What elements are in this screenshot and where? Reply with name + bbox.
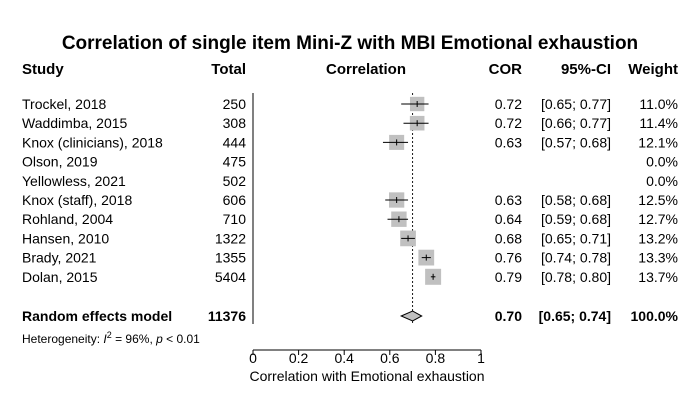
study-name: Waddimba, 2015 [22,115,128,131]
x-axis-tick-label: 1 [477,350,485,366]
summary-label: Random effects model [22,308,172,324]
summary-row-group: Random effects model 11376 0.70 [0.65; 0.74… [22,308,679,324]
heterogeneity-p-value: < 0.01 [163,332,200,346]
study-ci-value: [0.78; 0.80] [541,269,611,285]
study-weight-value: 11.4% [639,115,678,131]
study-weight-value: 0.0% [646,173,678,189]
x-axis-group: 0 0.2 0.4 0.6 0.8 1 [249,349,485,366]
study-row: Olson, 2019 475 0.0% [22,154,678,170]
study-ci-value: [0.65; 0.71] [541,230,611,246]
header-cor: COR [489,61,523,78]
study-weight-value: 13.7% [638,269,678,285]
plot-lines-group [252,93,414,324]
study-ci-value: [0.57; 0.68] [541,134,611,150]
header-study: Study [22,61,64,78]
study-name: Trockel, 2018 [22,96,107,112]
study-name: Hansen, 2010 [22,230,109,246]
heterogeneity-p-symbol: p [155,332,163,346]
x-axis-tick-label: 0.2 [289,350,309,366]
summary-cor-value: 0.70 [495,308,522,324]
study-name: Yellowless, 2021 [22,173,126,189]
study-cor-value: 0.63 [495,192,522,208]
study-total: 475 [223,154,247,170]
heterogeneity-i2-value: = 96%, [112,332,156,346]
x-axis-tick-label: 0.4 [334,350,354,366]
study-weight-value: 0.0% [646,154,678,170]
study-row: Brady, 2021 1355 0.76 [0.74; 0.78] 13.3% [22,250,678,266]
study-name: Dolan, 2015 [22,269,98,285]
study-ci-value: [0.59; 0.68] [541,211,611,227]
study-name: Brady, 2021 [22,250,97,266]
study-cor-value: 0.72 [495,96,522,112]
study-row: Yellowless, 2021 502 0.0% [22,173,678,189]
study-ci-value: [0.66; 0.77] [541,115,611,131]
header-correlation: Correlation [326,61,406,78]
summary-weight-value: 100.0% [631,308,679,324]
heterogeneity-i2-exp: 2 [107,330,112,340]
study-total: 502 [223,173,247,189]
x-axis-tick-label: 0.8 [426,350,446,366]
heterogeneity-prefix: Heterogeneity: [22,332,103,346]
study-cor-value: 0.68 [495,230,522,246]
study-cor-value: 0.64 [495,211,522,227]
study-weight-value: 12.1% [638,134,678,150]
study-weight-value: 13.2% [638,230,678,246]
study-name: Rohland, 2004 [22,211,113,227]
x-axis-tick-label: 0 [249,350,257,366]
x-axis-tick-label: 0.6 [380,350,400,366]
study-cor-value: 0.76 [495,250,522,266]
study-total: 5404 [215,269,246,285]
header-weight: Weight [628,61,678,78]
study-total: 308 [223,115,247,131]
study-ci-value: [0.65; 0.77] [541,96,611,112]
study-row: Rohland, 2004 710 0.64 [0.59; 0.68] 12.7% [22,211,678,227]
study-weight-value: 13.3% [638,250,678,266]
study-total: 606 [223,192,247,208]
study-total: 710 [223,211,247,227]
study-name: Olson, 2019 [22,154,98,170]
study-total: 1355 [215,250,246,266]
summary-total: 11376 [208,308,246,324]
study-row: Hansen, 2010 1322 0.68 [0.65; 0.71] 13.2% [22,230,678,246]
study-weight-value: 12.5% [638,192,678,208]
study-rows-group: Trockel, 2018 250 0.72 [0.65; 0.77] 11.0% Wad… [22,96,678,285]
study-row: Trockel, 2018 250 0.72 [0.65; 0.77] 11.0% [22,96,678,112]
study-row: Knox (staff), 2018 606 0.63 [0.58; 0.68] 12.… [22,192,678,208]
study-ci-value: [0.58; 0.68] [541,192,611,208]
study-cor-value: 0.72 [495,115,522,131]
x-axis-label: Correlation with Emotional exhaustion [249,368,484,384]
header-total: Total [211,61,246,78]
study-weight-value: 11.0% [639,96,678,112]
study-name: Knox (staff), 2018 [22,192,132,208]
study-ci-value: [0.74; 0.78] [541,250,611,266]
study-weight-value: 12.7% [638,211,678,227]
summary-ci-value: [0.65; 0.74] [539,308,611,324]
heterogeneity-i2-symbol: I [103,332,107,346]
study-row: Knox (clinicians), 2018 444 0.63 [0.57; 0.6… [22,134,678,150]
study-name: Knox (clinicians), 2018 [22,134,163,150]
study-row: Waddimba, 2015 308 0.72 [0.66; 0.77] 11.4% [22,115,678,131]
study-cor-value: 0.63 [495,134,522,150]
header-ci: 95%-CI [561,61,611,78]
study-row: Dolan, 2015 5404 0.79 [0.78; 0.80] 13.7% [22,268,678,285]
heterogeneity-text: Heterogeneity: I2 = 96%, p < 0.01 [22,330,200,346]
study-total: 250 [223,96,247,112]
study-cor-value: 0.79 [495,269,522,285]
study-total: 1322 [215,230,246,246]
chart-title: Correlation of single item Mini-Z with M… [62,33,638,54]
study-total: 444 [223,134,247,150]
summary-diamond [399,310,423,322]
